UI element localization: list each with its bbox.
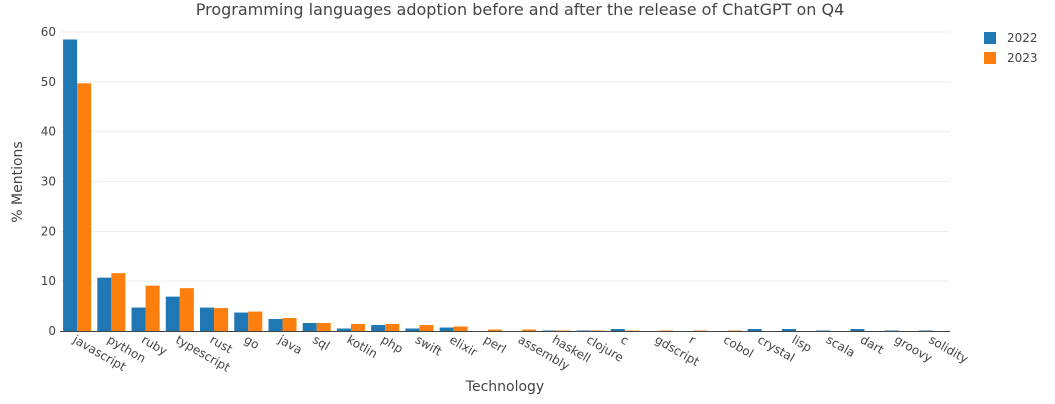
bar-2022-c[interactable] (611, 329, 625, 331)
bar-2023-perl[interactable] (488, 330, 502, 331)
x-tick-label: java (275, 332, 305, 357)
bar-2023-javascript[interactable] (77, 83, 91, 331)
y-tick-label: 30 (41, 175, 56, 189)
bar-2022-sql[interactable] (303, 323, 317, 331)
bar-2022-typescript[interactable] (166, 297, 180, 331)
x-tick-label: groovy (892, 332, 935, 365)
legend-label: 2022 (1007, 31, 1038, 45)
bar-2022-lisp[interactable] (782, 329, 796, 331)
legend-item-2023[interactable]: 2023 (984, 51, 1038, 65)
bar-2022-go[interactable] (234, 313, 248, 331)
bar-2023-kotlin[interactable] (351, 324, 365, 331)
x-tick-label: solidity (926, 332, 970, 366)
y-tick-label: 40 (41, 125, 56, 139)
bar-2023-php[interactable] (385, 324, 399, 331)
bar-2023-elixir[interactable] (454, 327, 468, 331)
x-tick-label: php (379, 332, 406, 356)
bar-2023-java[interactable] (283, 318, 297, 331)
x-axis-title: Technology (465, 379, 544, 395)
y-tick-label: 60 (41, 25, 56, 39)
bar-2022-kotlin[interactable] (337, 329, 351, 331)
x-tick-label: clojure (584, 332, 626, 364)
legend-swatch (984, 52, 996, 64)
bar-2023-rust[interactable] (214, 308, 228, 331)
y-tick-label: 0 (48, 324, 56, 338)
y-tick-label: 20 (41, 224, 56, 238)
chart-title: Programming languages adoption before an… (196, 0, 845, 19)
y-axis-title: % Mentions (10, 141, 26, 222)
bar-2023-swift[interactable] (419, 325, 433, 331)
x-tick-label: scala (824, 332, 858, 360)
legend-label: 2023 (1007, 51, 1038, 65)
x-tick-label: elixir (447, 332, 480, 359)
bar-2023-assembly[interactable] (522, 330, 536, 331)
bar-2022-javascript[interactable] (63, 39, 77, 331)
y-tick-label: 10 (41, 274, 56, 288)
bar-2022-elixir[interactable] (440, 328, 454, 331)
bar-2023-ruby[interactable] (146, 286, 160, 331)
bar-2022-php[interactable] (371, 325, 385, 331)
x-tick-label: crystal (755, 332, 797, 364)
legend-item-2022[interactable]: 2022 (984, 31, 1038, 45)
bar-2023-go[interactable] (248, 312, 262, 331)
x-tick-label: swift (413, 332, 445, 358)
x-tick-label: c (618, 332, 631, 347)
bar-2023-sql[interactable] (317, 323, 331, 331)
bar-2022-dart[interactable] (850, 329, 864, 331)
x-tick-label: r (687, 332, 698, 347)
x-tick-label: go (242, 332, 262, 352)
x-tick-label: cobol (721, 332, 756, 360)
x-tick-label: dart (858, 332, 887, 357)
bar-2023-typescript[interactable] (180, 288, 194, 331)
legend-swatch (984, 32, 996, 44)
x-tick-label: sql (310, 332, 332, 353)
bar-2022-java[interactable] (268, 319, 282, 331)
y-axis-ticks: 0 10 20 30 40 50 60 (41, 25, 56, 338)
bar-2023-python[interactable] (111, 273, 125, 331)
bar-2022-rust[interactable] (200, 308, 214, 331)
bar-2022-swift[interactable] (405, 329, 419, 331)
gridlines (60, 32, 950, 281)
x-tick-label: kotlin (344, 332, 379, 361)
bar-2022-python[interactable] (97, 278, 111, 331)
bar-2022-ruby[interactable] (132, 308, 146, 331)
legend[interactable]: 2022 2023 (984, 31, 1038, 65)
x-tick-label: perl (481, 332, 508, 356)
bar-2022-crystal[interactable] (748, 329, 762, 331)
bars[interactable] (63, 39, 933, 331)
y-tick-label: 50 (41, 75, 56, 89)
